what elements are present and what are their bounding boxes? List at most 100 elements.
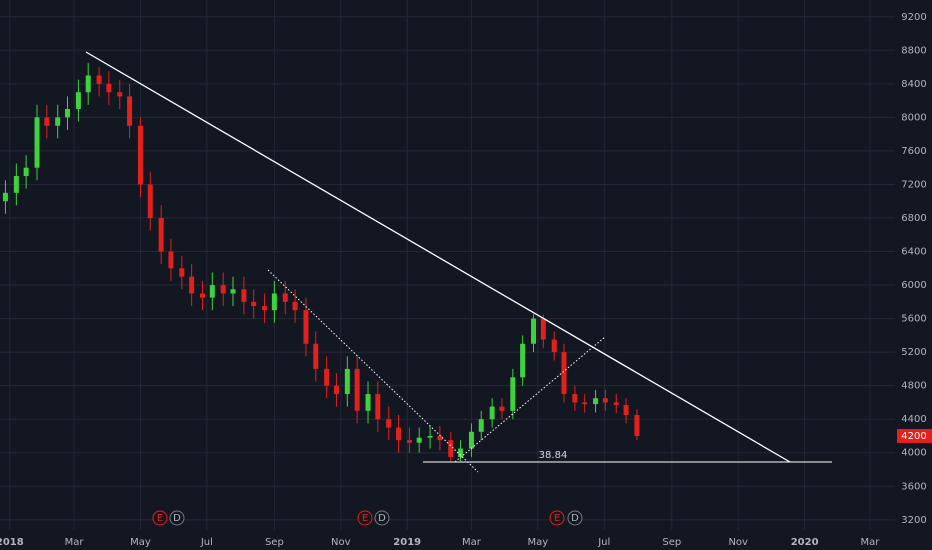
candle-body [220,285,226,294]
event-label: D [378,513,386,524]
candle-body [602,398,608,403]
drawings: 38.84 [85,51,832,473]
y-tick-label: 6400 [901,247,926,258]
y-tick-label: 4800 [901,381,926,392]
y-tick-label: 3600 [901,481,926,492]
candle-body [510,377,516,411]
x-tick-label: 2020 [791,537,819,548]
x-tick-label: May [528,537,549,548]
event-label: E [157,513,163,524]
candle-body [593,398,599,405]
x-tick-label: Jul [597,537,610,548]
trend-line [85,51,791,463]
events: E D E D E D [152,510,583,526]
candle-body [344,368,350,395]
candle-body [271,293,277,311]
candle-body [2,192,8,202]
candle-body [44,117,50,126]
candle-body [634,415,640,436]
candle-body [437,435,443,441]
event-badge[interactable] [169,510,185,526]
candle-body [75,92,81,109]
candle-body [354,368,360,411]
candle-body [282,293,288,302]
x-tick-label: May [130,537,151,548]
y-tick-label: 6000 [901,280,926,291]
candle-body [531,318,537,344]
candle-body [386,419,392,428]
y-tick-label: 6800 [901,213,926,224]
x-tick-label: 2019 [393,537,421,548]
candle-body [572,394,578,403]
candle-body [478,419,484,432]
x-tick-label: Mar [861,537,881,548]
candle-body [189,276,195,294]
candle-body [179,268,185,277]
event-badge[interactable] [357,510,373,526]
candle-body [127,96,133,126]
y-tick-label: 9200 [901,12,926,23]
event-badge[interactable] [374,510,390,526]
candle-body [200,293,206,298]
candle-body [251,301,257,307]
y-tick-label: 4000 [901,448,926,459]
axes: 3200 3600 4000 4400 4800 5200 5600 6000 6400 6800… [0,12,932,548]
y-tick-label: 8800 [901,45,926,56]
candle-body [489,406,495,420]
y-tick-label: 5200 [901,347,926,358]
candles [2,62,640,462]
candle-body [365,394,371,411]
y-tick-label: 5600 [901,314,926,325]
event-badge[interactable] [152,510,168,526]
candle-body [623,404,629,416]
candle-body [137,125,143,185]
x-tick-label: Nov [728,537,748,548]
event-badge[interactable] [549,510,565,526]
y-tick-label: 7200 [901,179,926,190]
candle-body [448,440,454,457]
x-tick-label: Sep [662,537,681,548]
candle-body [241,289,247,302]
candle-body [313,343,319,369]
annotation: 38.84 [539,450,568,461]
x-tick-label: Mar [462,537,482,548]
candle-body [458,448,464,457]
x-tick-label: Nov [331,537,351,548]
y-tick-label: 8000 [901,112,926,123]
candle-body [117,92,123,97]
candle-body [158,217,164,252]
event-label: E [554,513,560,524]
candle-body [333,385,339,395]
candle-body [55,117,61,126]
last-price-label: 4200 [901,431,926,442]
candle-body [427,435,433,438]
candle-body [582,402,588,405]
event-label: D [173,513,181,524]
candle-body [230,289,236,294]
x-tick-label: Jul [200,537,213,548]
candle-body [106,83,112,93]
event-badge[interactable] [567,510,583,526]
dotted-trend-line [454,336,606,463]
y-tick-label: 4400 [901,414,926,425]
candle-body [613,402,619,405]
dotted-trend-line [267,269,479,473]
candle-body [540,318,546,340]
candle-body [499,406,505,411]
candle-body [147,184,153,218]
candle-body [416,437,422,443]
y-tick-label: 7600 [901,146,926,157]
candle-body [262,306,268,311]
y-tick-label: 8400 [901,79,926,90]
candle-body [292,301,298,311]
x-tick-label: Mar [65,537,85,548]
candle-body [96,75,102,84]
x-tick-label: 2018 [0,537,24,548]
candle-body [468,431,474,449]
event-label: D [571,513,579,524]
candle-body [324,368,330,386]
event-label: E [362,513,368,524]
y-tick-label: 3200 [901,515,926,526]
